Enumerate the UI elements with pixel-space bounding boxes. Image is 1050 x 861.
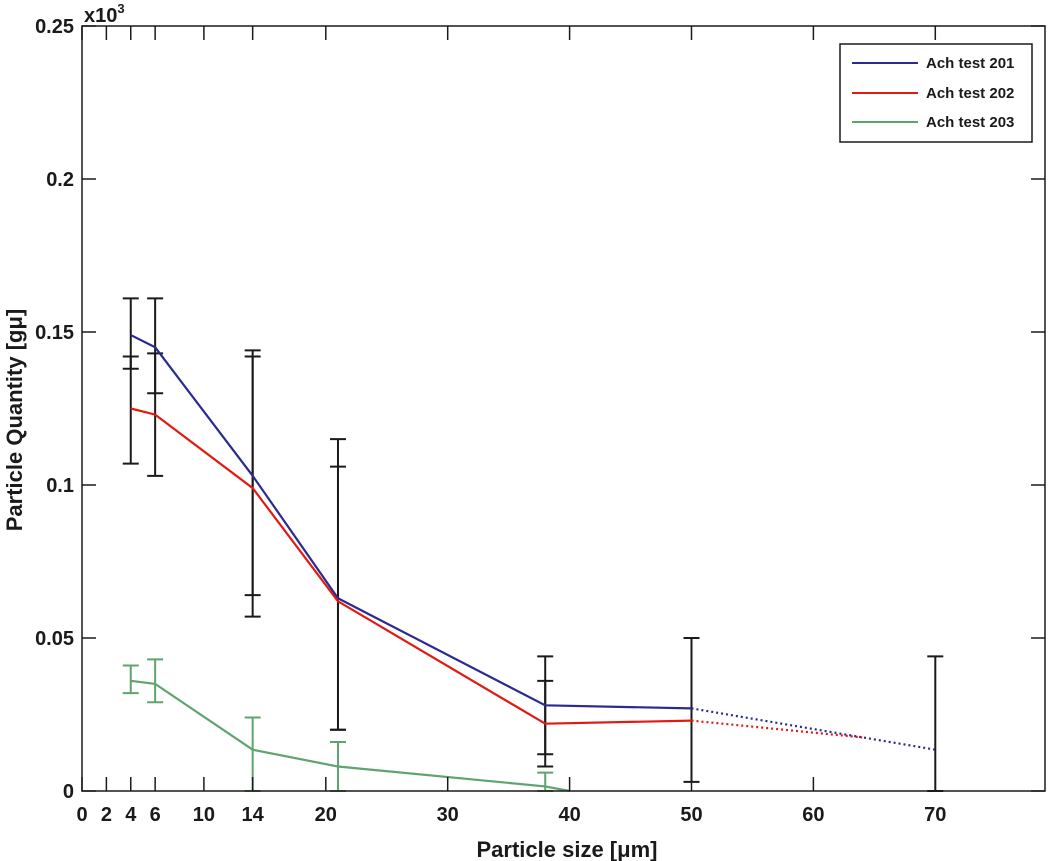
x-tick-label: 50 [680, 804, 702, 826]
x-tick-label: 30 [437, 804, 459, 826]
y-axis-multiplier-base: x10 [84, 5, 117, 27]
x-tick-label: 6 [150, 804, 161, 826]
x-tick-label: 10 [193, 804, 215, 826]
y-tick-label: 0.25 [35, 16, 74, 38]
y-tick-label: 0.15 [35, 322, 74, 344]
y-tick-label: 0.05 [35, 628, 74, 650]
error-bar [147, 658, 164, 704]
y-axis-multiplier: x103 [84, 1, 125, 27]
x-axis-title: Particle size [μm] [477, 837, 658, 861]
error-bar [122, 664, 139, 695]
axes-frame [81, 25, 1046, 792]
x-tick-label: 14 [242, 804, 265, 826]
legend-label-series-2: Ach test 202 [926, 85, 1014, 102]
series-line-1 [130, 334, 692, 710]
y-tick-label: 0.2 [46, 169, 74, 191]
y-axis-multiplier-exponent: 3 [117, 1, 124, 16]
legend-label-series-1: Ach test 201 [926, 55, 1014, 72]
error-bar [537, 679, 554, 756]
plot-area [122, 297, 944, 793]
x-tick-label: 70 [924, 804, 946, 826]
x-tick-label: 40 [558, 804, 580, 826]
x-tick-label: 2 [101, 804, 112, 826]
x-tick-label: 4 [125, 804, 137, 826]
x-tick-label: 20 [315, 804, 337, 826]
y-tick-label: 0 [63, 781, 74, 803]
error-bar [122, 297, 139, 465]
legend-label-series-3: Ach test 203 [926, 114, 1014, 131]
x-tick-label: 60 [802, 804, 824, 826]
series-line-3 [130, 679, 570, 793]
x-tick-label: 0 [76, 804, 87, 826]
legend: Ach test 201 Ach test 202 Ach test 203 [839, 43, 1033, 143]
series-dotted-extension-1 [691, 707, 936, 751]
series-dotted-extension-2 [691, 719, 863, 739]
error-bar [122, 355, 139, 370]
y-tick-label: 0.1 [46, 475, 74, 497]
series-line-2 [130, 407, 692, 725]
y-axis-title: Particle Quantity [gμ] [2, 309, 27, 532]
